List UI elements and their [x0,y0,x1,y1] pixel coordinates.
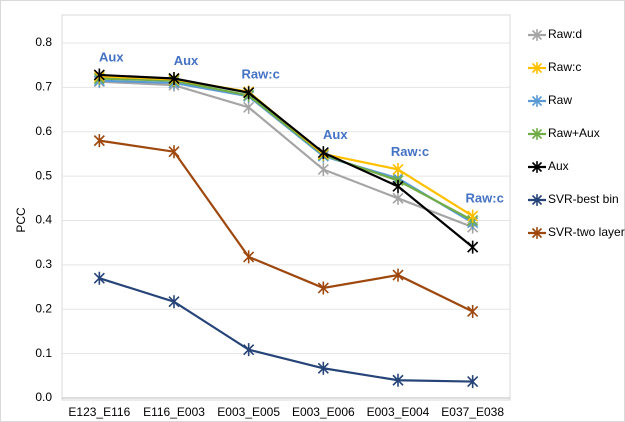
legend-label: SVR-best bin [548,192,619,206]
x-tick-label: E037_E038 [441,405,504,419]
legend-label: Raw [548,93,572,107]
y-axis-label: PCC [14,207,28,233]
y-tick-label: 0.1 [35,346,52,360]
x-tick-label: E116_E003 [143,405,205,419]
point-marker [93,68,105,82]
point-marker [392,162,404,176]
point-marker [317,146,329,160]
point-marker [392,373,404,387]
annotation: Aux [323,127,348,142]
y-tick-label: 0.2 [35,301,52,315]
series-line [99,80,474,229]
point-marker [243,343,255,357]
point-marker [243,100,255,114]
annotation: Raw:c [391,144,429,159]
point-marker [392,191,404,205]
point-marker [168,72,180,85]
legend-marker [531,194,543,206]
y-tick-label: 0.8 [35,35,52,49]
point-marker [467,375,479,389]
legend-label: Raw+Aux [548,126,600,140]
point-marker [93,134,105,148]
point-marker [93,271,105,285]
annotation: Aux [99,49,124,64]
point-marker [467,240,479,254]
point-marker [467,209,479,223]
point-marker [317,281,329,295]
legend-marker [531,227,543,239]
x-tick-label: E003_E004 [367,405,430,419]
annotation: Raw:c [242,66,280,81]
legend-marker [531,29,543,41]
legend-marker [531,128,543,140]
point-marker [467,304,479,318]
y-tick-label: 0.4 [35,213,52,227]
legend-marker [531,161,543,173]
point-marker [317,162,329,176]
y-tick-label: 0.5 [35,168,52,182]
y-tick-label: 0.6 [35,124,52,138]
legend-label: Raw:c [548,60,581,74]
point-marker [243,86,255,100]
annotation: Aux [174,53,199,68]
legend-label: SVR-two layer [548,225,625,239]
legend-marker [531,62,543,74]
point-marker [392,268,404,282]
series-line [99,139,474,313]
legend-label: Raw:d [548,27,582,41]
point-marker [168,295,180,309]
point-marker [317,361,329,375]
x-tick-label: E123_E116 [68,405,130,419]
point-marker [168,145,180,159]
x-tick-label: E003_E006 [292,405,355,419]
annotation: Raw:c [466,191,504,206]
point-marker [392,179,404,193]
series-line [99,73,474,248]
x-tick-label: E003_E005 [217,405,280,419]
legend-marker [531,95,543,107]
y-tick-label: 0.7 [35,80,52,94]
point-marker [243,250,255,264]
legend-label: Aux [548,159,569,173]
y-tick-label: 0.0 [35,390,52,404]
series-line [99,77,474,222]
y-tick-label: 0.3 [35,257,52,271]
plot-frame [61,14,511,401]
series-line [99,277,473,383]
